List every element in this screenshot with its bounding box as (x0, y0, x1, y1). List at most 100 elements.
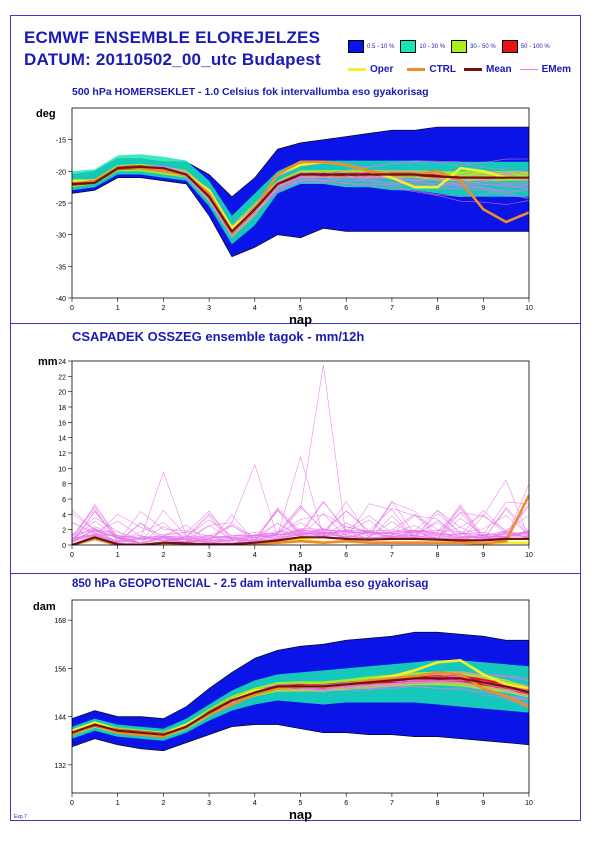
panel-title-precipitation: CSAPADEK OSSZEG ensemble tagok - mm/12h (72, 329, 365, 344)
ensemble-member-line (72, 505, 529, 544)
series-line-mean (72, 536, 529, 545)
y-tick-label: 10 (58, 466, 66, 473)
x-tick-label: 10 (525, 552, 533, 559)
y-tick-label: 2 (62, 528, 66, 535)
y-axis-label: mm (38, 356, 58, 368)
x-tick-label: 5 (299, 552, 303, 559)
panel-title-temperature: 500 hPa HOMERSEKLET - 1.0 Celsius fok in… (72, 86, 429, 98)
legend-swatch-mean (464, 68, 483, 71)
legend-swatch-band-4 (501, 40, 518, 53)
x-axis-label: nap (289, 807, 312, 822)
ensemble-member-line (72, 511, 529, 545)
x-tick-label: 3 (207, 552, 211, 559)
y-tick-label: -25 (56, 201, 66, 208)
plot-area-2 (72, 364, 529, 545)
footer-label: Exp 7 (14, 814, 27, 820)
y-tick-label: 132 (54, 763, 66, 770)
x-tick-label: 0 (70, 552, 74, 559)
x-tick-label: 2 (161, 800, 165, 807)
legend-swatch-oper (348, 68, 366, 71)
x-tick-label: 6 (344, 800, 348, 807)
y-tick-label: -15 (56, 138, 66, 145)
y-tick-label: -20 (56, 169, 66, 176)
x-axis-label: nap (289, 559, 312, 574)
series-line-mean (72, 677, 529, 736)
legend-swatch-band-1 (348, 40, 364, 53)
ensemble-member-line (72, 508, 529, 545)
y-tick-label: 156 (54, 666, 66, 673)
legend-label-band-2: 10 - 30 % (419, 43, 446, 50)
x-tick-label: 4 (253, 305, 257, 312)
x-tick-label: 9 (481, 552, 485, 559)
legend-swatch-band-3 (451, 40, 468, 53)
ensemble-member-line (72, 528, 529, 544)
x-tick-label: 2 (161, 305, 165, 312)
plot-frame-2 (71, 360, 530, 546)
y-axis-label: deg (36, 108, 56, 120)
x-tick-label: 9 (481, 305, 485, 312)
x-tick-label: 7 (390, 552, 394, 559)
legend-label-emem: EMem (541, 64, 572, 75)
y-tick-label: 22 (58, 374, 66, 381)
x-tick-label: 6 (344, 305, 348, 312)
x-tick-label: 3 (207, 305, 211, 312)
panel-separator (10, 323, 581, 324)
y-tick-label: 0 (62, 543, 66, 550)
band-0-5-10-pct (72, 126, 529, 258)
y-tick-label: 144 (54, 715, 66, 722)
ensemble-member-line (72, 508, 529, 545)
series-line-mean (72, 165, 529, 233)
ensemble-member-line (72, 501, 529, 544)
plot-area-1 (72, 126, 529, 258)
legend-label-band-3: 30 - 50 % (470, 43, 496, 50)
x-tick-label: 8 (436, 800, 440, 807)
panel-title-geopotential: 850 hPa GEOPOTENCIAL - 2.5 dam intervall… (72, 578, 429, 590)
legend-swatch-band-2 (400, 40, 417, 53)
band-30-50-pct (72, 163, 529, 238)
x-tick-label: 9 (481, 800, 485, 807)
y-tick-label: 20 (58, 390, 66, 397)
x-tick-label: 1 (116, 305, 120, 312)
y-tick-label: 18 (58, 405, 66, 412)
y-tick-label: 16 (58, 420, 66, 427)
ensemble-member-line (72, 364, 529, 544)
y-tick-label: -30 (56, 233, 66, 240)
x-tick-label: 4 (253, 552, 257, 559)
y-tick-label: -35 (56, 264, 66, 271)
x-tick-label: 1 (116, 800, 120, 807)
x-tick-label: 0 (70, 305, 74, 312)
legend-lines: Oper CTRL Mean EMem (348, 64, 571, 75)
y-tick-label: -40 (56, 296, 66, 303)
x-tick-label: 1 (116, 552, 120, 559)
legend-label-mean: Mean (486, 64, 512, 75)
x-tick-label: 8 (436, 305, 440, 312)
x-tick-label: 5 (299, 800, 303, 807)
page-title: ECMWF ENSEMBLE ELOREJELZES (24, 28, 321, 47)
legend-swatch-emem (519, 69, 538, 70)
y-tick-label: 12 (58, 451, 66, 458)
x-axis-label: nap (289, 312, 312, 327)
plot-area-3 (72, 631, 529, 752)
x-tick-label: 0 (70, 800, 74, 807)
x-tick-label: 10 (525, 305, 533, 312)
ensemble-member-line (72, 508, 529, 542)
y-tick-label: 14 (58, 436, 66, 443)
legend-label-band-4: 50 - 100 % (520, 43, 550, 50)
y-tick-label: 8 (62, 482, 66, 489)
y-tick-label: 24 (58, 359, 66, 366)
ensemble-member-line (72, 510, 529, 543)
y-tick-label: 6 (62, 497, 66, 504)
legend-swatch-ctrl (407, 68, 426, 71)
legend-label-oper: Oper (370, 64, 394, 75)
y-axis-label: dam (33, 601, 56, 613)
y-tick-label: 168 (54, 618, 66, 625)
legend-bands: 0.5 - 10 % 10 - 30 % 30 - 50 % 50 - 100 … (348, 40, 550, 53)
page-frame (10, 15, 581, 821)
x-tick-label: 10 (525, 800, 533, 807)
legend-label-ctrl: CTRL (429, 64, 457, 75)
x-tick-label: 7 (390, 305, 394, 312)
x-tick-label: 2 (161, 552, 165, 559)
legend-label-band-1: 0.5 - 10 % (367, 43, 395, 50)
x-tick-label: 3 (207, 800, 211, 807)
